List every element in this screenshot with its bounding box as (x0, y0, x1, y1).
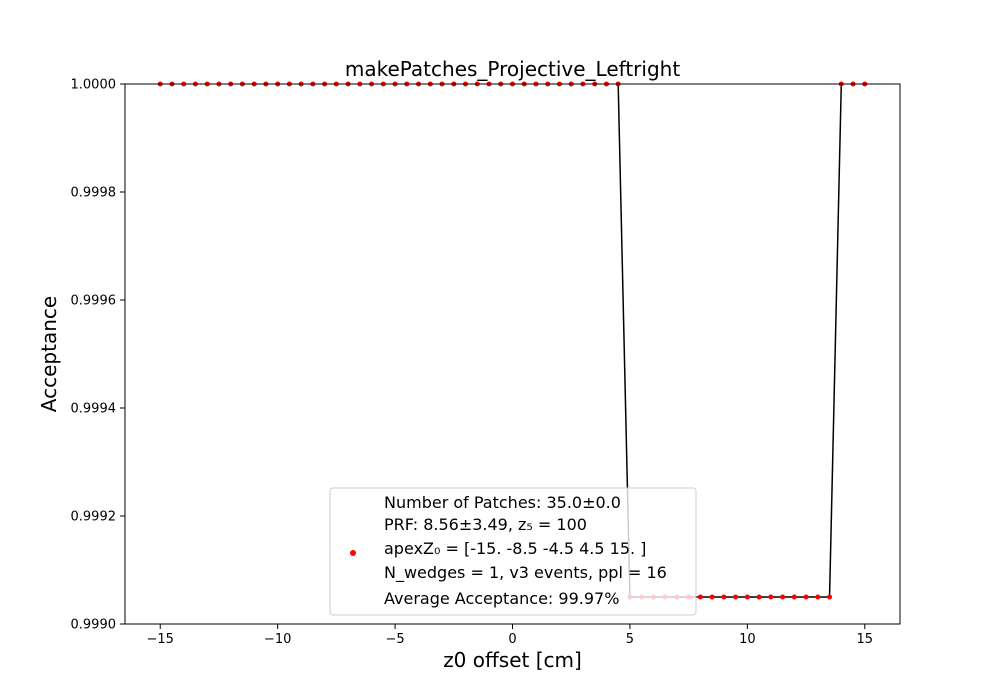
legend-entry-patches: Number of Patches: 35.0±0.0 (384, 493, 621, 512)
axis-ticks: −15 −10 −5 0 5 10 15 0.9990 0.9992 0.9994 0.9996 0.… (71, 78, 874, 648)
y-tick-label: 0.9996 (71, 294, 117, 309)
y-axis-title: Acceptance (37, 296, 61, 412)
legend-entry-prf: PRF: 8.56±3.49, z₅ = 100 (384, 515, 587, 534)
data-point (815, 594, 821, 600)
data-point (756, 594, 762, 600)
chart-title: makePatches_Projective_Leftright (345, 57, 680, 81)
x-axis-title: z0 offset [cm] (443, 648, 582, 672)
data-point (827, 594, 833, 600)
legend: Number of Patches: 35.0±0.0 PRF: 8.56±3.… (329, 487, 697, 616)
y-tick-label: 0.9994 (71, 402, 117, 417)
data-point (744, 594, 750, 600)
legend-marker (350, 550, 356, 556)
y-tick-label: 1.0000 (71, 78, 117, 93)
x-tick-label: 15 (856, 632, 873, 647)
data-point (803, 594, 809, 600)
legend-entry-apexz0: apexZ₀ = [-15. -8.5 -4.5 4.5 15. ] (384, 539, 646, 558)
legend-entry-nwedges: N_wedges = 1, v3 events, ppl = 16 (384, 563, 667, 583)
data-point (733, 594, 739, 600)
x-tick-label: 0 (508, 632, 516, 647)
data-point (721, 594, 727, 600)
legend-box (329, 487, 697, 616)
x-tick-label: −10 (264, 632, 291, 647)
data-point (697, 594, 703, 600)
data-point (709, 594, 715, 600)
x-tick-label: 5 (626, 632, 634, 647)
y-tick-label: 0.9998 (71, 186, 117, 201)
x-tick-label: −5 (385, 632, 404, 647)
data-point (780, 594, 786, 600)
x-tick-label: −15 (147, 632, 174, 647)
x-tick-label: 10 (739, 632, 756, 647)
legend-entry-average-acceptance: Average Acceptance: 99.97% (384, 589, 619, 608)
y-tick-label: 0.9992 (71, 510, 117, 525)
data-point (791, 594, 797, 600)
series-line (617, 83, 843, 598)
y-tick-label: 0.9990 (71, 618, 117, 633)
data-point (768, 594, 774, 600)
